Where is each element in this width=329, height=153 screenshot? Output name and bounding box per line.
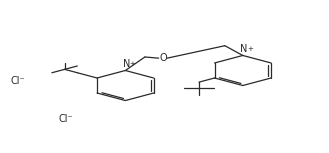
Text: N: N <box>240 44 247 54</box>
Text: N: N <box>123 59 130 69</box>
Text: O: O <box>159 53 167 63</box>
Text: +: + <box>247 46 253 52</box>
Text: Cl⁻: Cl⁻ <box>59 114 73 124</box>
Text: Cl⁻: Cl⁻ <box>11 76 25 86</box>
Text: +: + <box>130 61 136 67</box>
